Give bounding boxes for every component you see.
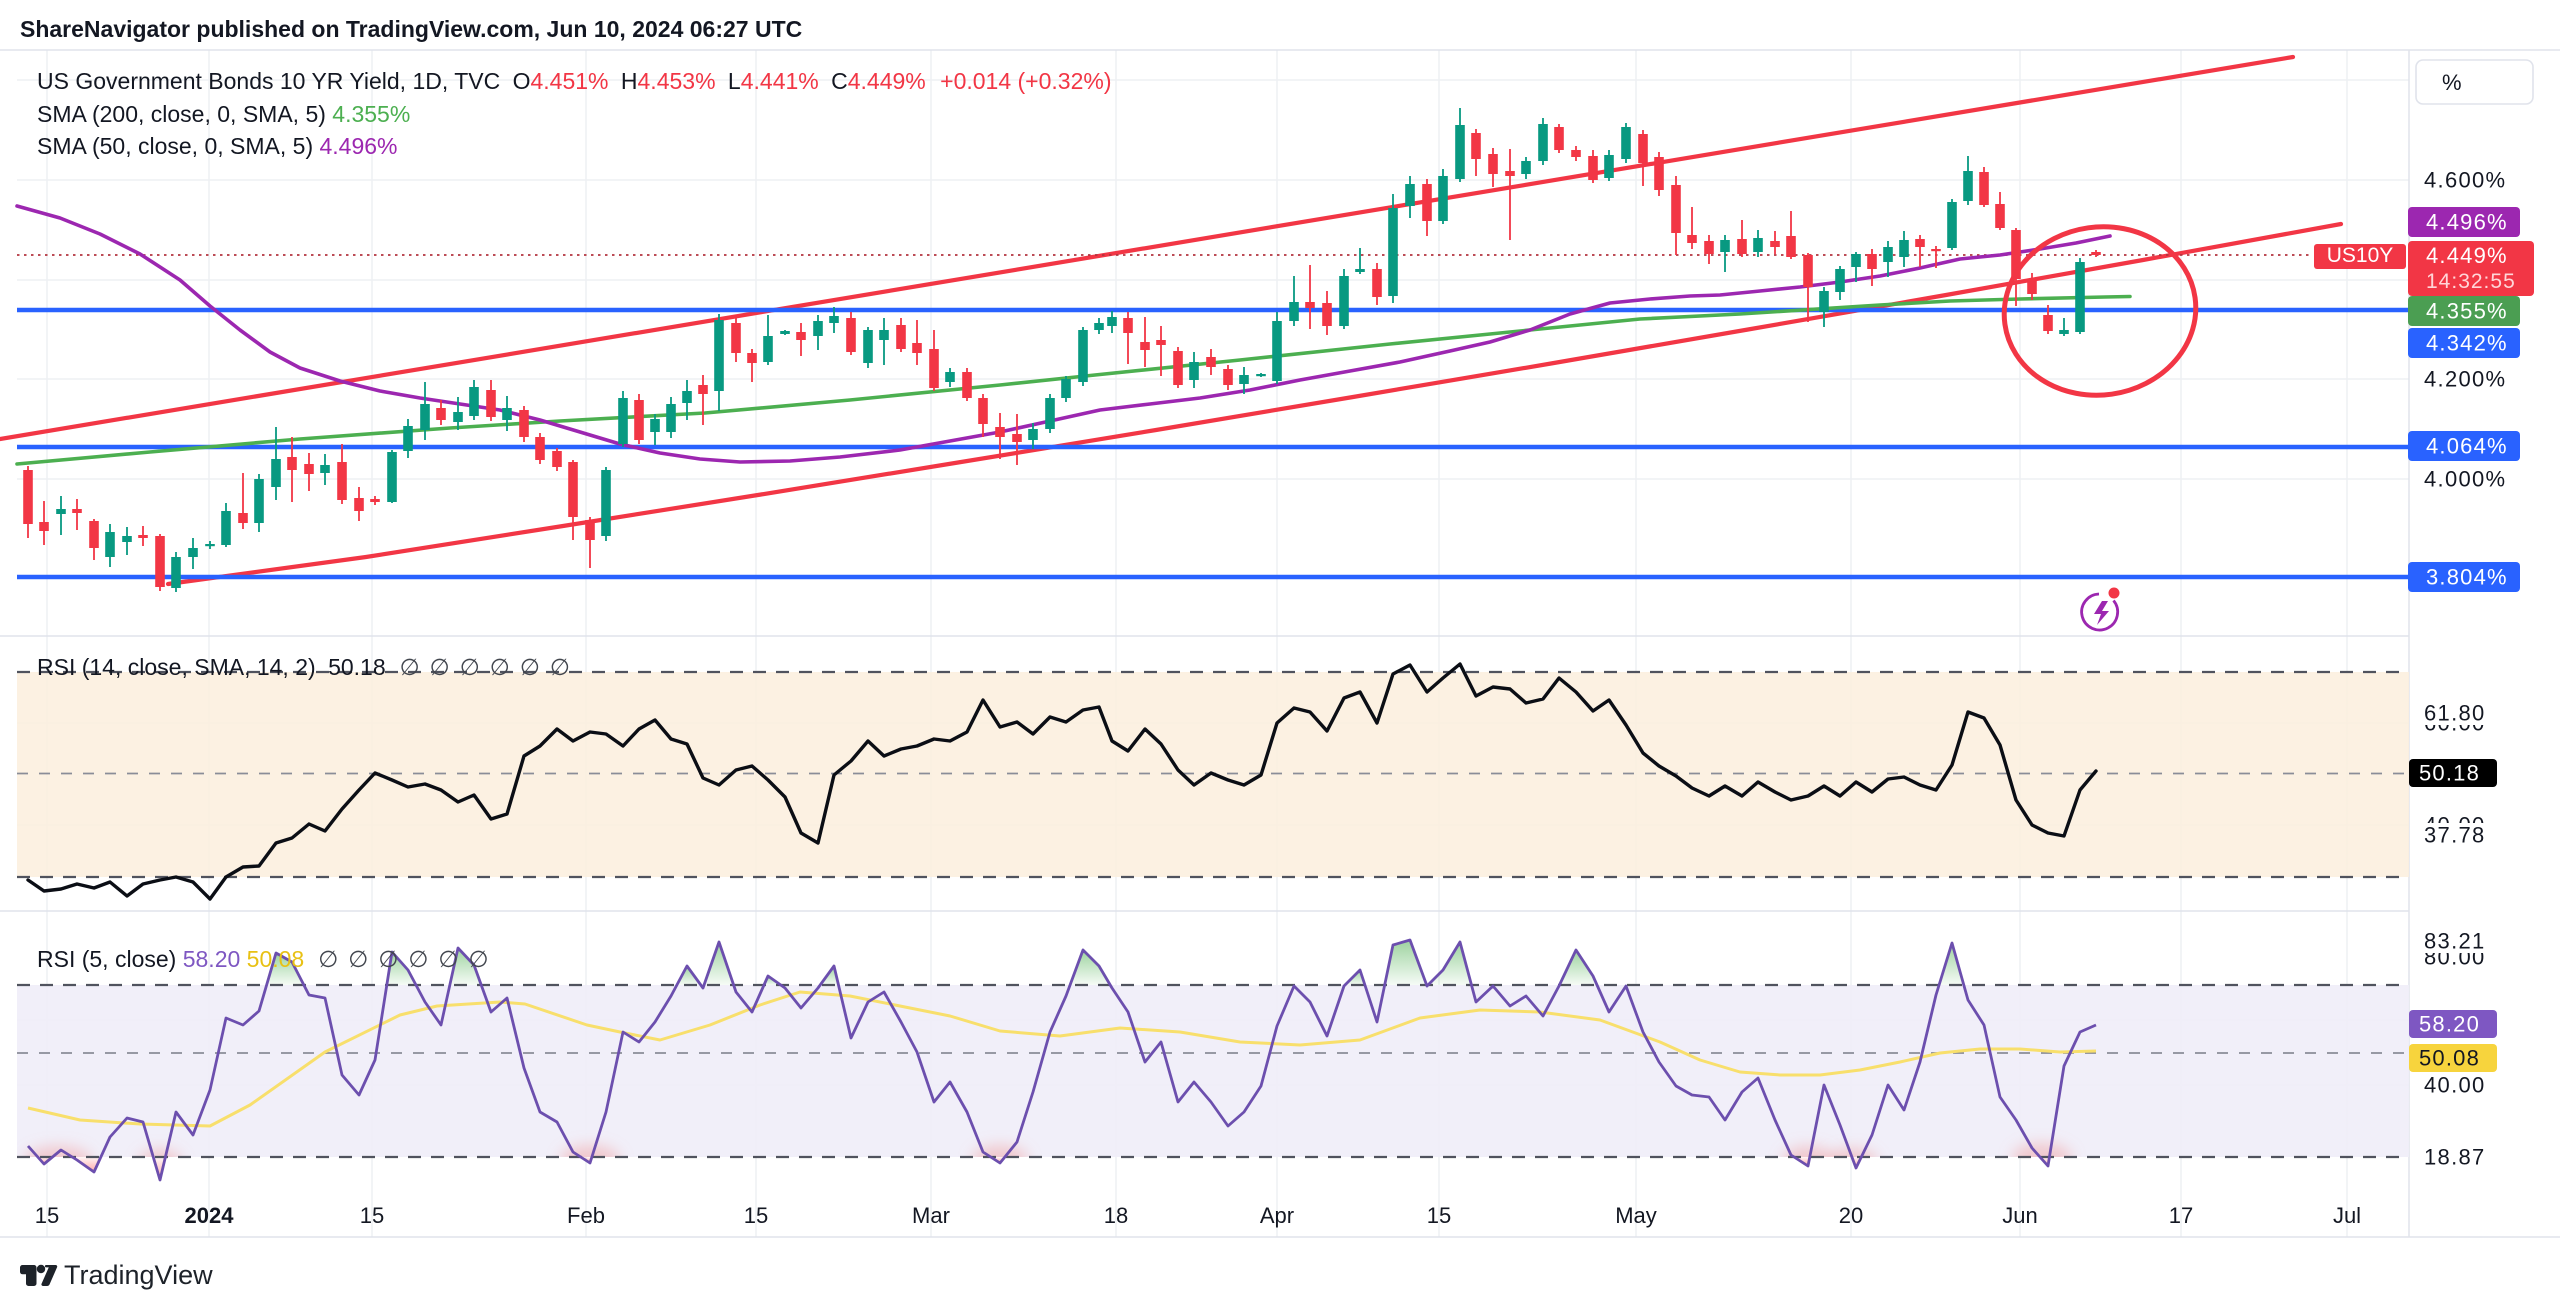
svg-text:Feb: Feb (567, 1203, 605, 1228)
svg-text:2024: 2024 (185, 1203, 235, 1228)
svg-text:37.78: 37.78 (2424, 823, 2486, 848)
svg-text:Apr: Apr (1260, 1203, 1294, 1228)
svg-text:18.87: 18.87 (2424, 1145, 2486, 1170)
svg-text:14:32:55: 14:32:55 (2426, 270, 2516, 293)
svg-text:15: 15 (1427, 1203, 1451, 1228)
svg-text:4.064%: 4.064% (2426, 434, 2508, 459)
svg-text:SMA (200, close, 0, SMA, 5) 4: SMA (200, close, 0, SMA, 5) 4.355% (37, 101, 410, 127)
svg-text:SMA (50, close, 0, SMA, 5) 4.: SMA (50, close, 0, SMA, 5) 4.496% (37, 133, 398, 159)
svg-text:15: 15 (35, 1203, 59, 1228)
svg-text:50.08: 50.08 (2419, 1046, 2480, 1071)
svg-text:20: 20 (1839, 1203, 1863, 1228)
svg-text:18: 18 (1104, 1203, 1128, 1228)
svg-text:Jul: Jul (2333, 1203, 2361, 1228)
svg-text:3.804%: 3.804% (2426, 565, 2508, 590)
svg-text:83.21: 83.21 (2424, 929, 2486, 954)
svg-text:4.342%: 4.342% (2426, 331, 2508, 356)
svg-text:US Government Bonds 10 YR Yiel: US Government Bonds 10 YR Yield, 1D, TVC… (37, 68, 1111, 94)
svg-text:Jun: Jun (2002, 1203, 2037, 1228)
svg-text:RSI (14, close, SMA, 14, 2) 5: RSI (14, close, SMA, 14, 2) 50.18 ∅ ∅ ∅ ∅ ∅ ∅ (37, 654, 570, 680)
svg-text:TradingView: TradingView (64, 1260, 213, 1290)
svg-text:17: 17 (2169, 1203, 2193, 1228)
svg-text:50.18: 50.18 (2419, 761, 2480, 786)
svg-text:40.00: 40.00 (2424, 1073, 2486, 1098)
svg-text:4.496%: 4.496% (2426, 210, 2508, 235)
svg-text:ShareNavigator published on Tr: ShareNavigator published on TradingView.… (20, 16, 802, 42)
svg-text:4.355%: 4.355% (2426, 299, 2508, 324)
svg-text:May: May (1615, 1203, 1657, 1228)
svg-text:58.20: 58.20 (2419, 1012, 2480, 1037)
svg-text:15: 15 (744, 1203, 768, 1228)
svg-text:4.449%: 4.449% (2426, 243, 2508, 268)
svg-text:15: 15 (360, 1203, 384, 1228)
svg-text:%: % (2442, 70, 2462, 95)
svg-text:4.200%: 4.200% (2424, 367, 2506, 392)
svg-text:61.80: 61.80 (2424, 701, 2486, 726)
svg-text:US10Y: US10Y (2327, 244, 2394, 267)
svg-text:4.600%: 4.600% (2424, 168, 2506, 193)
svg-text:4.000%: 4.000% (2424, 467, 2506, 492)
svg-text:RSI (5, close) 58.20 50.08∅∅: RSI (5, close) 58.20 50.08 ∅ ∅ ∅ ∅ ∅ ∅ (37, 946, 489, 972)
svg-text:Mar: Mar (912, 1203, 950, 1228)
